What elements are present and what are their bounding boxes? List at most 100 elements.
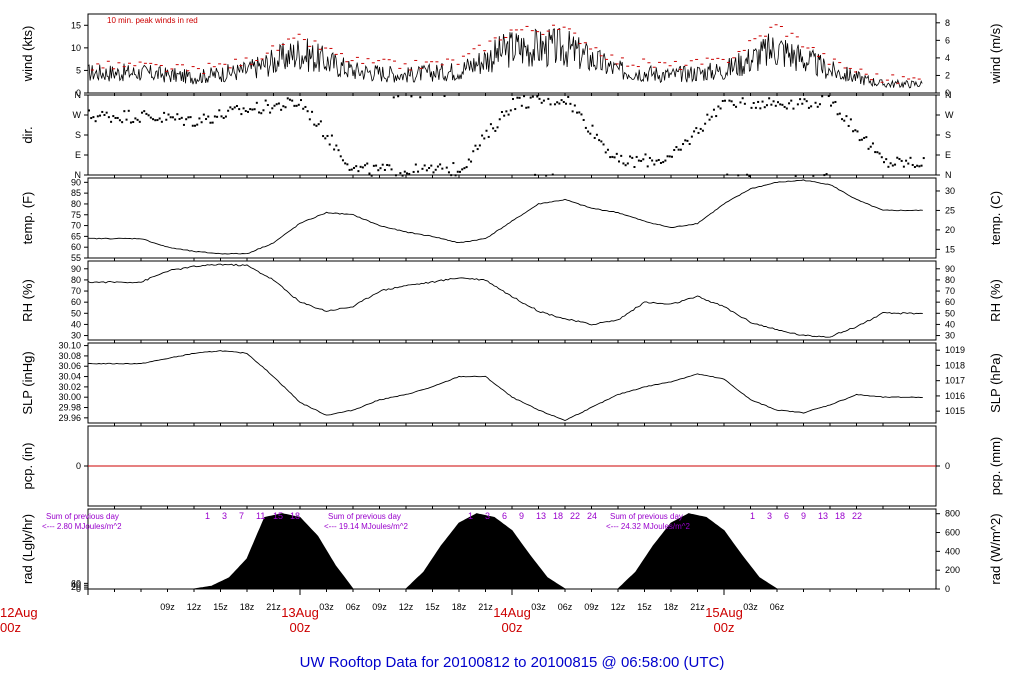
dir-point [107, 116, 110, 119]
dir-point [902, 165, 905, 168]
dir-point [436, 165, 439, 168]
dir-point [540, 101, 543, 104]
dir-point [341, 159, 344, 162]
dir-point [286, 97, 289, 100]
dir-point [364, 164, 367, 167]
dir-point [297, 103, 300, 106]
dir-point [580, 113, 583, 116]
dir-point [688, 143, 691, 146]
rad-area-day-3 [616, 513, 779, 590]
dir-point [138, 120, 141, 123]
rad-tick-label: 20 [71, 582, 81, 592]
dir-point [328, 143, 331, 146]
dir-point [198, 117, 201, 120]
dir-point [752, 101, 755, 104]
dir-point [801, 102, 804, 105]
rad-hour-label: 24 [587, 511, 597, 521]
dir-point [653, 163, 656, 166]
dir-point [485, 129, 488, 132]
dir-point [549, 103, 552, 106]
dir-point [103, 113, 106, 116]
dir-point [306, 110, 309, 113]
rh-frame [87, 260, 937, 341]
dir-point [492, 127, 495, 130]
dir-point [849, 118, 852, 121]
temp-ylabel-left: temp. (F) [20, 192, 35, 245]
dir-point [644, 153, 647, 156]
slp-tick-label: 30.10 [58, 341, 81, 351]
dir-point [304, 105, 307, 108]
slp-tick-label: 29.96 [58, 413, 81, 423]
x-hour-label: 12z [611, 602, 626, 612]
dir-point [99, 114, 102, 117]
dir-point [406, 172, 408, 175]
dir-point [907, 162, 910, 165]
dir-point [311, 110, 314, 113]
dir-point [229, 106, 232, 109]
dir-point [417, 170, 420, 173]
slp-tick-label: 30.04 [58, 372, 81, 382]
rad-sum-label: Sum of previous day [610, 512, 683, 521]
x-hour-label: 15z [637, 602, 652, 612]
dir-point [823, 174, 826, 177]
dir-tick-label: W [73, 110, 82, 120]
dir-point [255, 101, 258, 104]
dir-point [719, 107, 722, 110]
dir-point [507, 113, 510, 116]
dir-point [909, 156, 912, 159]
dir-point [213, 115, 216, 118]
dir-point [423, 164, 426, 167]
dir-point [503, 114, 506, 117]
dir-point [887, 165, 890, 168]
dir-point [900, 159, 903, 162]
rad-hour-label: 6 [502, 511, 507, 521]
rad-tick-label-right: 0 [945, 584, 950, 594]
dir-point [149, 116, 152, 119]
dir-point [741, 97, 744, 100]
dir-point [410, 95, 413, 98]
dir-point [708, 118, 711, 121]
dir-point [251, 108, 254, 111]
dir-point [523, 95, 526, 98]
dir-point [275, 103, 278, 106]
dir-point [602, 143, 605, 146]
dir-point [136, 118, 139, 121]
dir-point [874, 151, 877, 154]
temp-ylabel-right: temp. (C) [988, 191, 1003, 245]
pcp-ylabel-left: pcp. (in) [20, 443, 35, 490]
pcp-tick-label-right: 0 [945, 461, 950, 471]
dir-point [350, 168, 353, 171]
wind-ylabel-right: wind (m/s) [988, 24, 1003, 85]
dir-point [896, 156, 899, 159]
dir-point [889, 162, 892, 165]
dir-point [291, 99, 294, 102]
dir-point [792, 107, 795, 110]
dir-point [878, 152, 881, 155]
dir-point [560, 99, 563, 102]
rad-sum-label: Sum of previous day [328, 512, 401, 521]
dir-point [456, 170, 459, 173]
dir-point [565, 102, 567, 105]
dir-point [772, 100, 775, 103]
dir-point [520, 104, 523, 107]
dir-point [447, 171, 450, 174]
dir-point [774, 104, 777, 107]
slp-ylabel-right: SLP (hPa) [988, 353, 1003, 413]
x-hour-label: 18z [240, 602, 255, 612]
dir-point [631, 156, 634, 159]
dir-point [860, 138, 863, 141]
dir-point [715, 115, 718, 118]
rad-sum-value: <--- 19.14 MJoules/m^2 [324, 522, 409, 531]
x-hour-label: 03z [531, 602, 546, 612]
dir-point [735, 105, 738, 108]
dir-point [841, 118, 844, 121]
dir-point [397, 95, 400, 98]
rad-hour-label: 13 [536, 511, 546, 521]
dir-point [116, 116, 119, 119]
dir-point [582, 118, 585, 121]
dir-point [180, 116, 183, 119]
dir-point [401, 174, 404, 177]
dir-point [606, 148, 609, 151]
rh-tick-label: 90 [71, 264, 81, 274]
